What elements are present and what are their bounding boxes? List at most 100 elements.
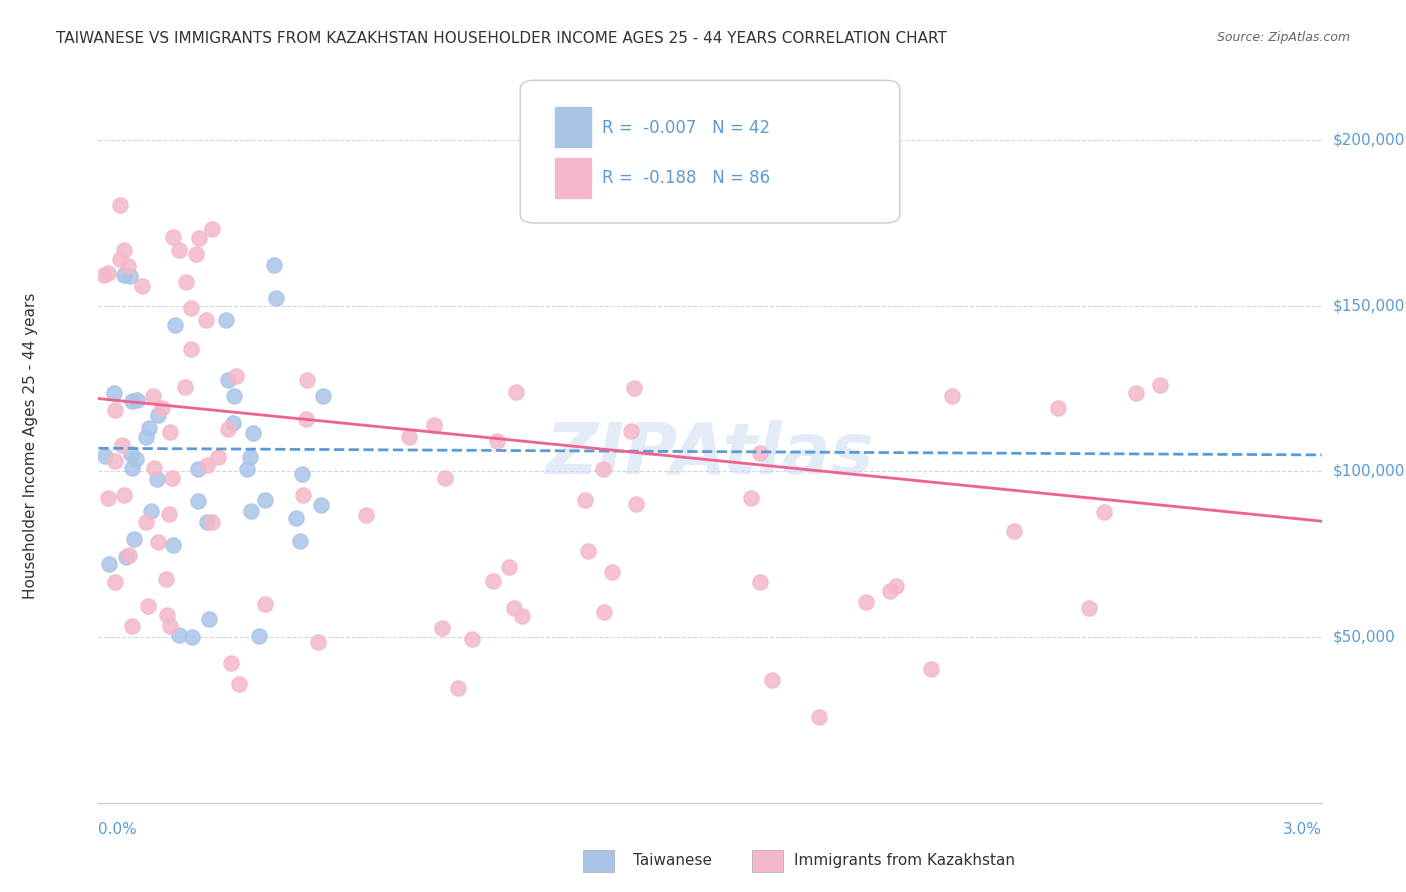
Point [195,313,218,327]
Point [219,656,242,670]
Point [112,488,135,502]
Point [502,601,524,615]
Point [160,471,183,485]
Point [941,389,963,403]
Point [180,301,202,315]
Point [108,198,131,212]
Text: TAIWANESE VS IMMIGRANTS FROM KAZAKHSTAN HOUSEHOLDER INCOME AGES 25 - 44 YEARS CO: TAIWANESE VS IMMIGRANTS FROM KAZAKHSTAN … [56,31,948,46]
Text: R =  -0.007   N = 42: R = -0.007 N = 42 [602,119,770,136]
Point [510,609,533,624]
Point [97,491,120,506]
Point [217,422,239,436]
Point [1092,505,1115,519]
Point [620,425,643,439]
Point [879,583,901,598]
Point [242,425,264,440]
Point [93,268,115,282]
Point [188,231,211,245]
Point [162,229,184,244]
Point [94,449,117,463]
Point [498,559,520,574]
Point [600,565,623,579]
Point [574,492,596,507]
Point [486,434,509,448]
Text: $50,000: $50,000 [1333,630,1396,645]
Point [97,557,120,571]
Point [139,504,162,518]
Point [423,417,446,432]
Point [136,599,159,614]
Point [1125,385,1147,400]
Point [173,380,195,394]
Point [761,673,783,688]
Point [295,373,318,387]
Text: Source: ZipAtlas.com: Source: ZipAtlas.com [1216,31,1350,45]
Point [195,515,218,529]
Point [122,533,145,547]
Point [748,575,770,590]
Text: $200,000: $200,000 [1333,133,1405,148]
Point [624,497,647,511]
Point [1078,601,1101,615]
Point [159,425,181,440]
Text: Taiwanese: Taiwanese [633,854,711,868]
Text: ZIPAtlas: ZIPAtlas [546,420,875,490]
Point [253,597,276,611]
Point [162,538,184,552]
Point [201,221,224,235]
Point [505,385,527,400]
Point [163,318,186,332]
Point [169,628,191,642]
Point [118,268,141,283]
Text: Householder Income Ages 25 - 44 years: Householder Income Ages 25 - 44 years [24,293,38,599]
Point [125,451,148,466]
Point [592,606,614,620]
Point [253,492,276,507]
Point [398,430,420,444]
Point [104,575,127,590]
Point [108,252,131,267]
Point [184,247,207,261]
Point [434,471,457,485]
Point [309,498,332,512]
Point [146,471,169,485]
Point [176,275,198,289]
Point [307,635,329,649]
Point [295,412,318,426]
Point [217,373,239,387]
Point [240,504,263,518]
Point [446,681,468,695]
Point [264,291,287,305]
Point [112,268,135,282]
Point [112,244,135,258]
Point [121,394,143,409]
Point [623,381,645,395]
Point [118,548,141,562]
Point [187,494,209,508]
Point [146,534,169,549]
Point [354,508,377,522]
Point [125,392,148,407]
Point [180,342,202,356]
Point [432,621,454,635]
Point [855,595,877,609]
Point [482,574,505,589]
Point [138,421,160,435]
Point [1149,377,1171,392]
Point [247,630,270,644]
Point [312,389,335,403]
Point [103,385,125,400]
Point [156,608,179,623]
Point [236,461,259,475]
Point [155,572,177,586]
Point [152,401,174,416]
Point [143,461,166,475]
Point [135,430,157,444]
Point [135,515,157,529]
Point [142,389,165,403]
Point [117,259,139,273]
Point [225,368,247,383]
Point [200,515,222,529]
Point [157,508,180,522]
Point [187,462,209,476]
